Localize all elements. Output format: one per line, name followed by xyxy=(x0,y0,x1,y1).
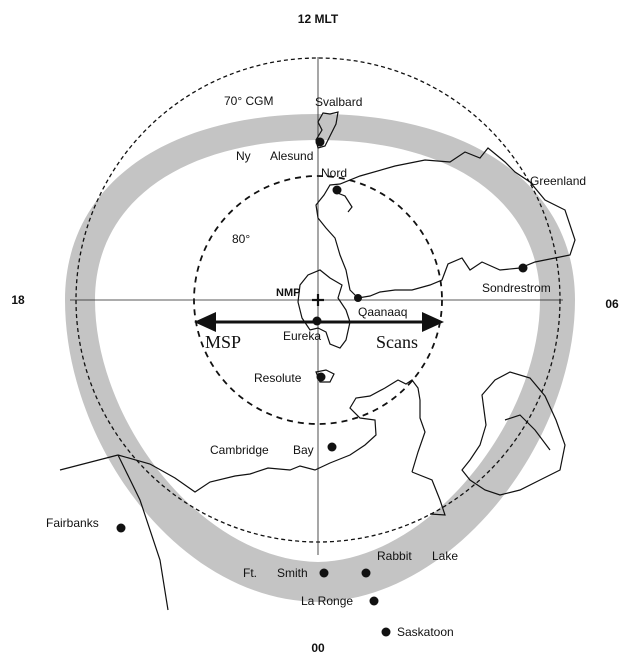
label-sondrestrom: Sondrestrom xyxy=(482,281,551,295)
label-ft: Ft. xyxy=(243,566,257,580)
label-scans: Scans xyxy=(376,332,418,352)
label-nmp: NMP xyxy=(276,287,300,299)
station-dot-alesund xyxy=(315,137,325,147)
station-dot-la-ronge xyxy=(369,596,379,606)
label-70-cgm: 70° CGM xyxy=(224,94,273,108)
label-rabbit: Rabbit xyxy=(377,549,412,563)
label-msp: MSP xyxy=(205,332,241,352)
label-la-ronge: La Ronge xyxy=(301,594,353,608)
label-alesund: Alesund xyxy=(270,149,313,163)
pole-marker xyxy=(312,294,324,306)
station-dots xyxy=(116,137,528,637)
station-dot-sondrestrom xyxy=(518,263,528,273)
coastlines xyxy=(59,111,576,611)
label-12-mlt: 12 MLT xyxy=(298,12,339,26)
label-06: 06 xyxy=(605,297,619,311)
label-greenland: Greenland xyxy=(530,174,586,188)
station-dot-saskatoon xyxy=(381,627,391,637)
station-dot-rabbit-lake xyxy=(361,568,371,578)
label-lake: Lake xyxy=(432,549,458,563)
label-00: 00 xyxy=(311,641,325,655)
label-ny: Ny xyxy=(236,149,251,163)
label-cambridge: Cambridge xyxy=(210,443,269,457)
station-dot-fairbanks xyxy=(116,523,126,533)
label-fairbanks: Fairbanks xyxy=(46,516,99,530)
auroral-oval-band xyxy=(65,114,575,602)
label-qaanaaq: Qaanaaq xyxy=(358,305,407,319)
station-dot-cambridge-bay xyxy=(327,442,337,452)
station-dot-resolute xyxy=(316,372,326,382)
label-80-deg: 80° xyxy=(232,232,250,246)
station-dot-qaanaaq xyxy=(354,294,362,302)
label-nord: Nord xyxy=(321,166,347,180)
station-dot-eureka xyxy=(312,316,322,326)
station-dot-ft-smith xyxy=(319,568,329,578)
station-dot-nord xyxy=(332,185,342,195)
label-bay: Bay xyxy=(293,443,314,457)
label-eureka: Eureka xyxy=(283,329,321,343)
label-saskatoon: Saskatoon xyxy=(397,625,454,639)
label-resolute: Resolute xyxy=(254,371,302,385)
label-smith: Smith xyxy=(277,566,308,580)
label-svalbard: Svalbard xyxy=(315,95,362,109)
label-18: 18 xyxy=(11,293,25,307)
